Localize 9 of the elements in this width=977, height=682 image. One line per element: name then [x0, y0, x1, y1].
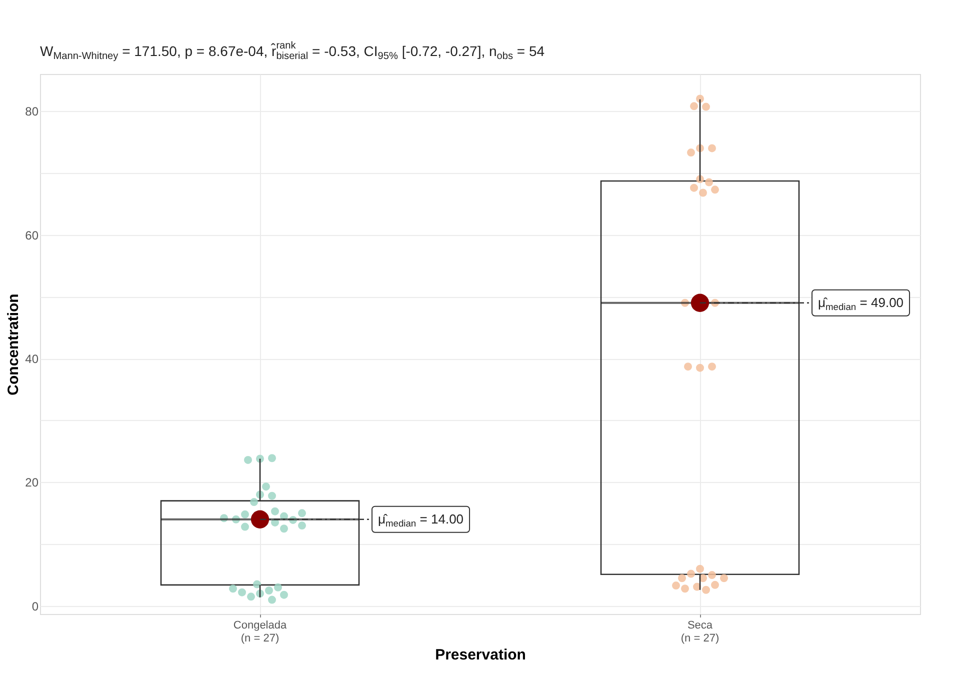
y-axis-title: Concentration [5, 294, 22, 396]
y-tick-label: 0 [32, 599, 39, 614]
y-tick-label: 60 [25, 228, 39, 242]
y-tick-label: 20 [25, 476, 39, 490]
x-axis-title: Preservation [435, 646, 526, 664]
y-tick-label: 80 [25, 104, 39, 119]
x-tick-label: Congelada (n = 27) [233, 620, 288, 644]
y-tick-label: 40 [25, 352, 39, 366]
x-tick-label: Seca (n = 27) [680, 620, 720, 644]
